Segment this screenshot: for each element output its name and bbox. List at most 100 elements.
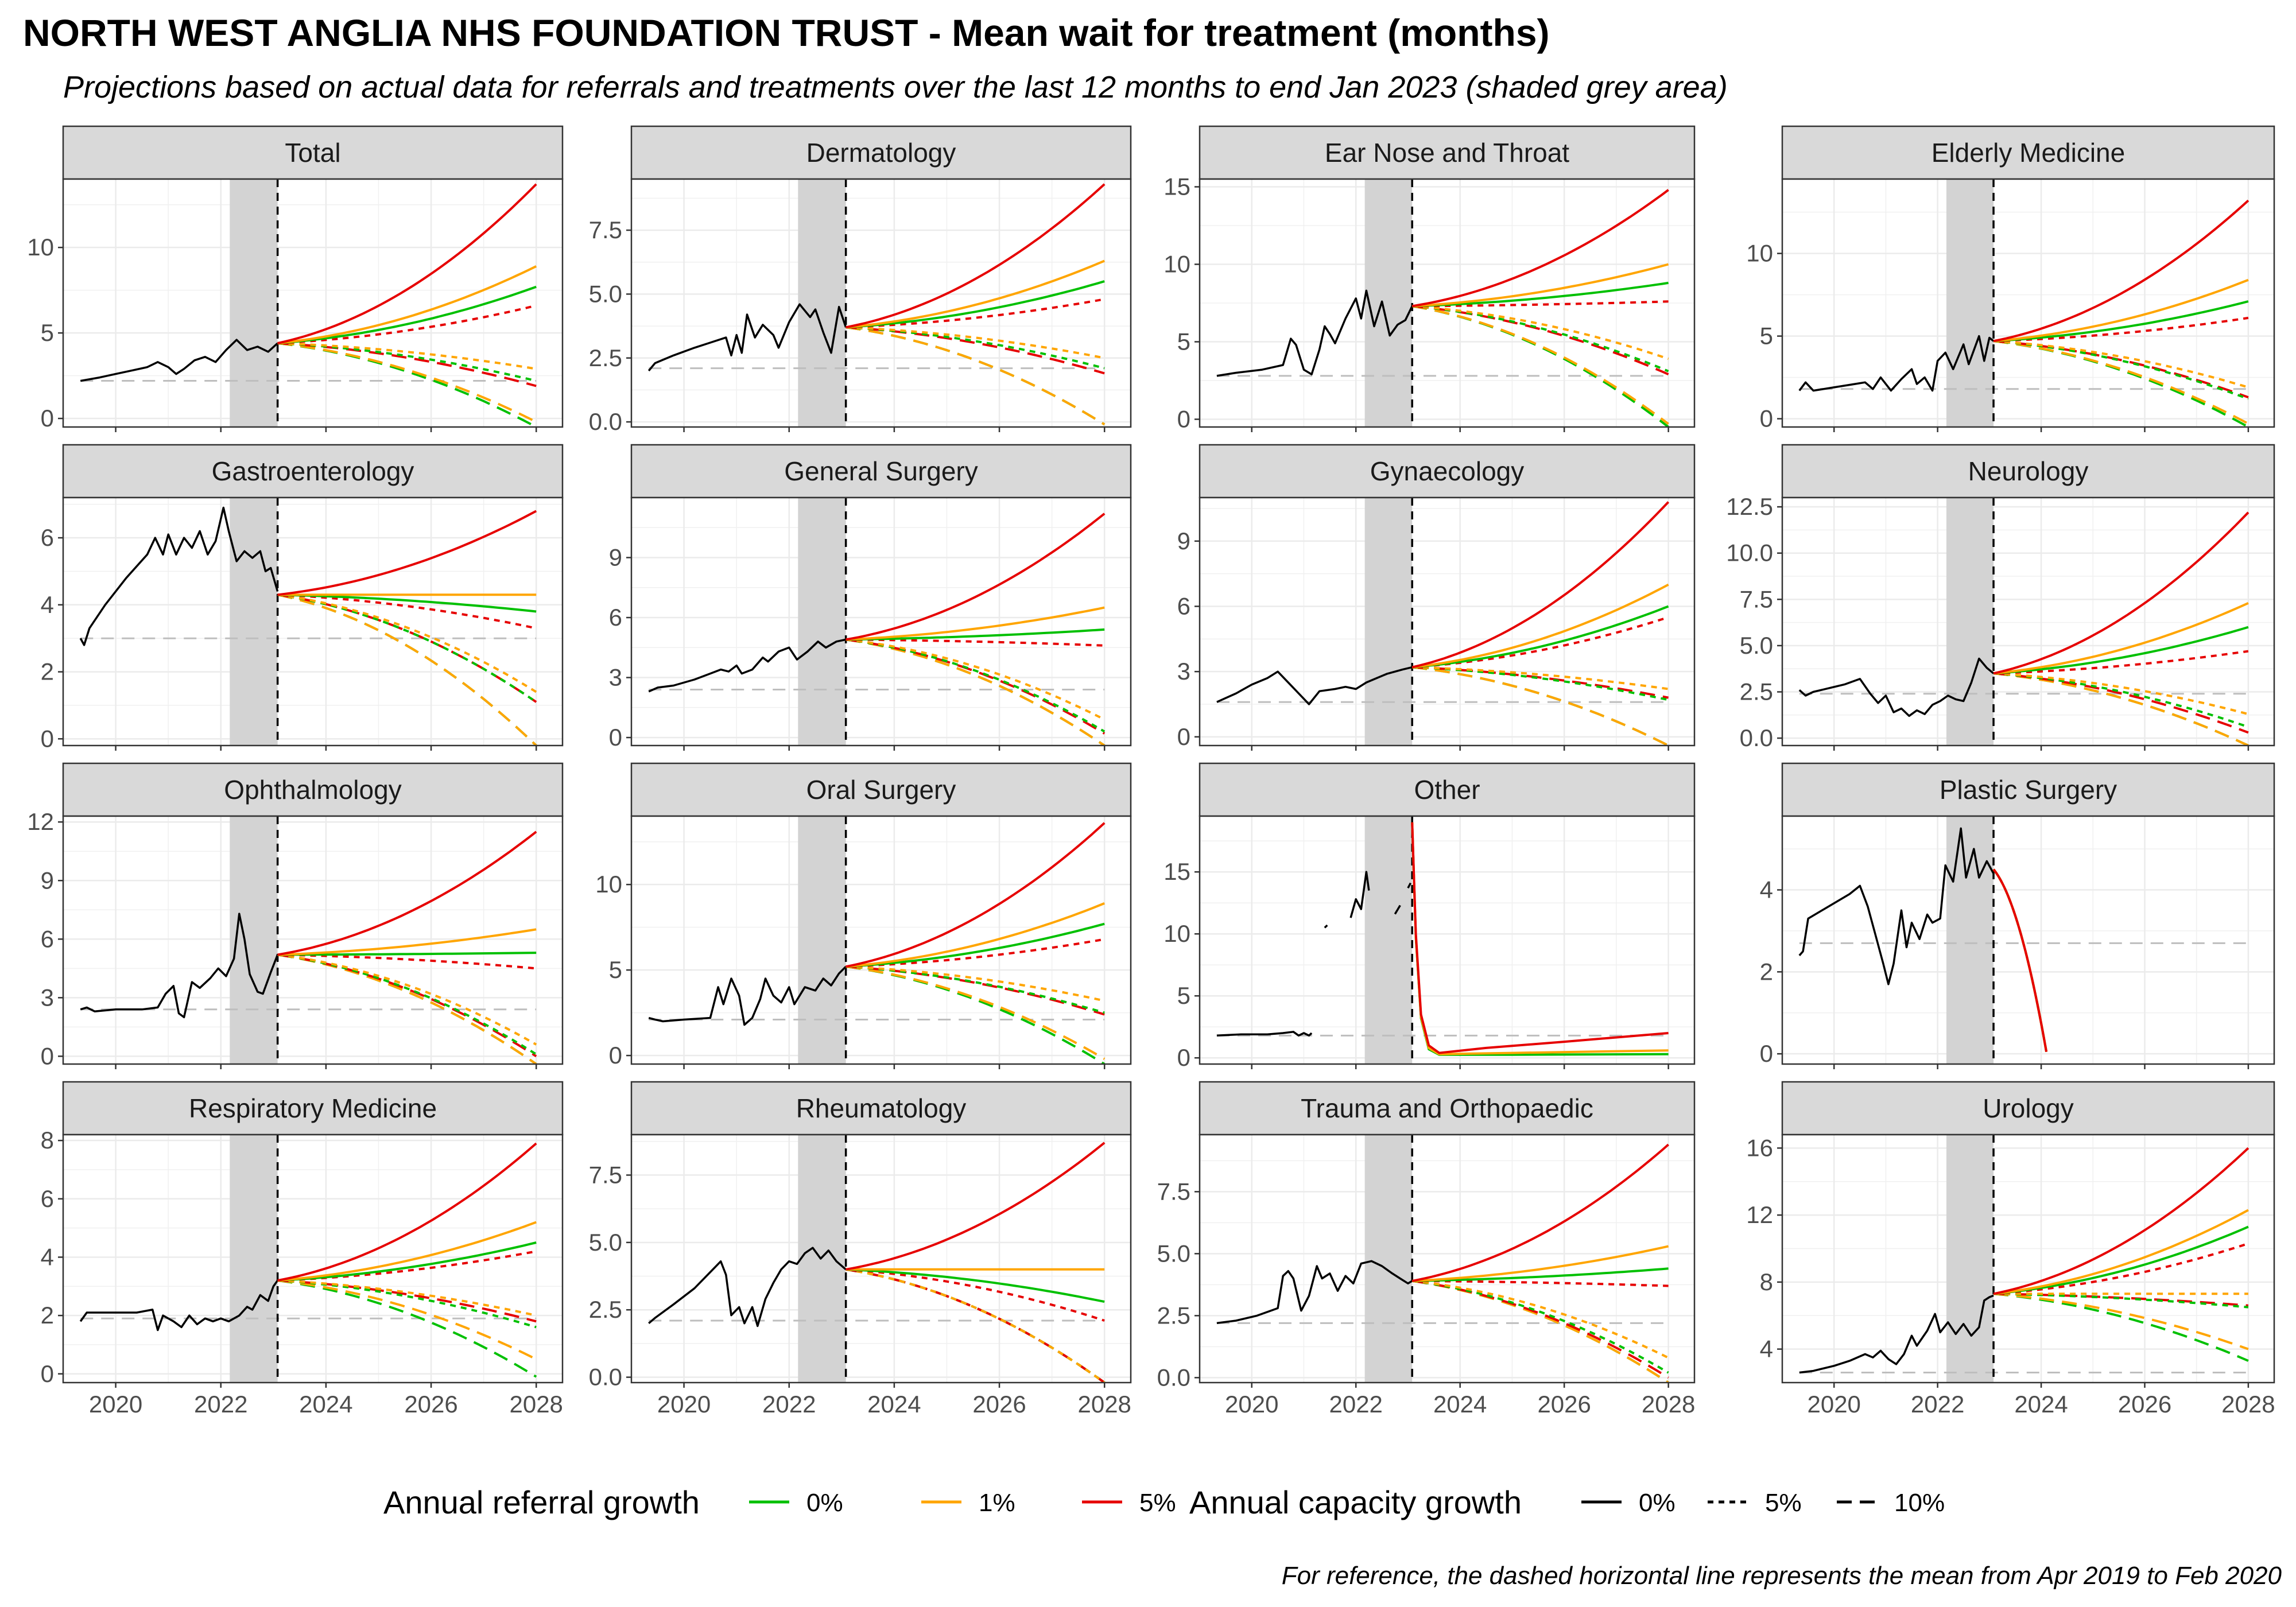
projection-r0-c0 [846,922,1105,968]
projection-r1-c0 [1993,278,2249,343]
projection-r1-c0 [846,259,1105,329]
y-axis: 0 5 10 [27,234,63,432]
projection-r5-c0 [846,822,1106,968]
y-tick-label: 8 [1760,1268,1773,1295]
projection-r5-c10 [846,965,1105,1016]
projection-r1-c0 [1412,1245,1669,1282]
projection-r0-c5 [277,1279,537,1329]
strip-label: Elderly Medicine [1932,138,2125,168]
data-lines [647,183,1106,426]
panel-border [62,496,564,747]
panel-border [1781,496,2275,747]
data-lines [1799,1147,2250,1374]
y-axis: 0 2 4 6 8 [41,1127,63,1387]
x-tick-label: 2024 [1433,1391,1487,1418]
y-tick-label: 6 [609,604,622,631]
grid [1782,498,2274,746]
panel-border [1781,178,2275,428]
y-tick-label: 6 [1177,592,1190,619]
projection-r1-c5 [846,638,1106,721]
history-line [1216,1031,1313,1037]
y-axis: 0 5 10 15 [1163,858,1200,1071]
strip-label: Rheumatology [796,1093,967,1123]
y-tick-label: 6 [41,925,54,952]
projection-r5-c0 [1992,868,2048,1052]
strip-label: Neurology [1968,456,2089,486]
x-tick-label: 2026 [972,1391,1026,1418]
y-tick-label: 9 [41,867,54,894]
panel-border [1781,815,2275,1065]
panel-background [1782,816,2274,1064]
x-axis [1833,1064,2250,1069]
panel-border [1199,815,1696,1065]
y-tick-label: 2.5 [589,1296,622,1323]
projection-r0-c5 [1994,1292,2249,1309]
y-tick-label: 5 [1760,323,1773,350]
panel-background [631,179,1131,427]
legend-referral-item: 1% [921,1489,1015,1517]
projection-r1-c0 [277,265,537,344]
shaded-period [1364,1135,1413,1383]
legend-referral-items: 0% 1% 5% [749,1489,1176,1517]
projection-r5-c5 [846,1268,1105,1322]
projection-r1-c0 [277,1221,537,1282]
projection-r5-c0 [1411,189,1669,308]
shaded-period [798,498,846,746]
y-tick-label: 0 [1177,1044,1190,1071]
y-tick-label: 3 [609,664,622,691]
panel-oral-surgery: Oral Surgery 0 5 10 [595,762,1132,1069]
data-lines [79,1142,537,1378]
shaded-period [230,816,278,1064]
projection-r5-c0 [277,183,537,344]
strip-label: Gynaecology [1370,456,1525,486]
legend-referral-label: 1% [979,1489,1015,1517]
y-tick-label: 15 [1163,858,1190,885]
data-lines [1216,189,1669,427]
projection-r0-c0 [277,593,537,613]
strip-general-surgery [630,444,1132,499]
shaded-period [1946,1135,1994,1383]
x-tick-label: 2028 [2221,1391,2275,1418]
y-tick-label: 6 [41,524,54,551]
legend-referral-label: 5% [1139,1489,1176,1517]
strip-label: Other [1414,775,1480,805]
y-tick-label: 7.5 [589,216,622,243]
projection-r5-c10 [1412,305,1669,376]
data-lines [1798,827,2048,1052]
projection-r5-c0 [1993,1147,2250,1295]
projection-r0-c5 [1411,1279,1669,1374]
panel-background [631,816,1131,1064]
strip-gastroenterology [62,444,564,499]
projection-r5-c0 [1993,199,2250,343]
x-axis [1251,427,1669,432]
strip-label: Urology [1983,1093,2074,1123]
projection-r5 [1411,822,1669,1054]
projection-r5-c10 [1993,340,2249,399]
strip-trauma-and-orthopaedic [1199,1081,1696,1136]
y-tick-label: 10 [595,871,622,898]
projection-r0-c0 [1993,300,2249,343]
y-tick-label: 10 [1163,920,1190,947]
y-tick-label: 7.5 [1740,585,1773,612]
y-tick-label: 5.0 [1740,632,1773,659]
y-tick-label: 0 [41,1042,54,1069]
y-tick-label: 2 [41,658,54,685]
legend: Annual referral growth 0% 1% 5% Annual cap… [383,1484,1945,1520]
history-line [648,1247,847,1327]
y-tick-label: 0 [609,724,622,751]
projection-r0-c0 [277,285,537,344]
history-line [648,965,847,1026]
legend-capacity-title: Annual capacity growth [1189,1484,1522,1520]
data-lines [1798,511,2250,746]
y-tick-label: 10 [27,234,54,261]
facet-panels: Total 0 5 10 Dermatology 0.0 2.5 5.0 7.5 Ear Nose… [27,125,2275,1418]
panel-ear-nose-and-throat: Ear Nose and Throat 0 5 10 15 [1163,125,1696,433]
projection-r1-c10 [277,593,537,746]
panel-background [631,1135,1131,1383]
projection-r1-c0 [1411,583,1669,669]
projection-r1-c0 [277,928,537,956]
projection-r1-c0 [1993,1209,2249,1295]
panel-border [62,178,564,428]
